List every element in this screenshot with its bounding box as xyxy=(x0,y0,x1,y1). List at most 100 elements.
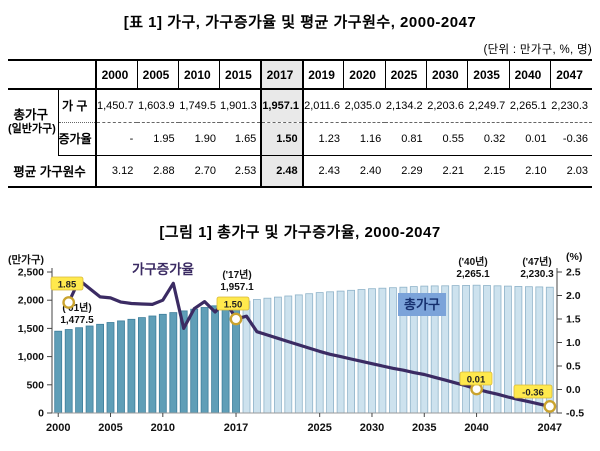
row-label-avg-size: 평균 가구원수 xyxy=(13,165,86,180)
table-cell: 1,450.7 xyxy=(94,89,138,123)
table-cell: 1,901.3 xyxy=(219,89,262,123)
table-cell: 1,749.5 xyxy=(178,89,220,123)
table-cell: 2,134.2 xyxy=(385,89,427,123)
bar-2007 xyxy=(127,318,136,414)
bar-2009 xyxy=(148,315,157,414)
table-cell: 2.21 xyxy=(442,164,464,177)
table-cell: 2.48 xyxy=(260,155,304,187)
bar-2008 xyxy=(137,317,146,414)
table-cell: 1.90 xyxy=(178,122,220,156)
x-tick-label: 2005 xyxy=(98,422,122,434)
bar-2027 xyxy=(336,290,345,414)
marker-label-bg-2001 xyxy=(50,276,84,291)
bar-2020 xyxy=(263,297,272,414)
year-header: 2010 xyxy=(178,60,220,90)
table-cell: 1,603.9 xyxy=(137,89,179,123)
year-header: 2030 xyxy=(426,60,468,90)
table-title: [표 1] 가구, 가구증가율 및 평균 가구원수, 2000-2047 xyxy=(123,14,477,31)
left-axis-unit: (만가구) xyxy=(8,253,44,266)
left-tick-label: 2,000 xyxy=(18,295,44,307)
group-label-line1: 총가구 xyxy=(13,107,48,122)
callout-year-2017: ('17년) xyxy=(222,268,251,281)
marker-2001 xyxy=(62,296,76,309)
table-cell: 1.16 xyxy=(343,122,386,156)
year-header: 2035 xyxy=(467,60,510,90)
table-cell: 1,957.1 xyxy=(260,89,304,123)
marker-label-bg-2040 xyxy=(459,371,493,386)
callout-value-2047: 2,230.3 xyxy=(520,269,554,280)
right-tick-label: 1.5 xyxy=(566,314,581,326)
year-header: 2015 xyxy=(219,60,262,90)
table-body: 총가구 (일반가구) 가 구 1,450.7 1,603.9 1,749.5 1,901.3… xyxy=(8,89,592,187)
bar-2039 xyxy=(462,285,471,414)
year-header: 2017 xyxy=(260,60,304,90)
x-tick-label: 2040 xyxy=(464,422,488,434)
bar-2004 xyxy=(96,323,104,414)
table-cell: 2.15 xyxy=(483,164,506,177)
bar-2016 xyxy=(221,303,230,414)
x-tick-label: 2047 xyxy=(538,422,562,434)
callout-value-2040: 2,265.1 xyxy=(456,269,490,280)
right-tick-label: 1.0 xyxy=(566,337,581,349)
bar-2001 xyxy=(64,329,73,414)
table-cell: 2.70 xyxy=(194,164,216,177)
table-row-avg-size: 평균 가구원수 3.12 2.88 2.70 2.53 2.48 2.43 2.40 2.29 2… xyxy=(8,155,592,187)
bar-2043 xyxy=(503,285,512,414)
bar-2031 xyxy=(378,287,387,414)
bar-2003 xyxy=(85,325,94,414)
right-axis-unit: (%) xyxy=(566,251,582,263)
bar-2029 xyxy=(357,289,366,414)
year-header: 2025 xyxy=(384,60,427,90)
marker-label-bg-2047 xyxy=(513,384,553,399)
year-header: 2019 xyxy=(302,60,344,90)
table-cell: 2,203.6 xyxy=(426,89,468,123)
bar-2000 xyxy=(54,330,63,414)
callout-value-2001: 1,477.5 xyxy=(60,315,94,326)
table-row-households: 총가구 (일반가구) 가 구 1,450.7 1,603.9 1,749.5 1,901.3… xyxy=(8,89,592,155)
year-header: 2005 xyxy=(136,60,179,90)
x-tick-label: 2025 xyxy=(307,422,331,434)
marker-label-2017: 1.50 xyxy=(224,300,243,311)
marker-label-2040: 0.01 xyxy=(467,375,486,386)
callout-year-2047: ('47년) xyxy=(522,255,551,268)
bar-2015 xyxy=(211,305,220,414)
year-header: 2047 xyxy=(550,60,592,90)
bar-2032 xyxy=(388,287,397,414)
table-cell: 1.95 xyxy=(137,122,179,156)
marker-2017 xyxy=(229,312,243,326)
table-cell: 0.32 xyxy=(467,122,510,156)
table-cell: -0.36 xyxy=(550,122,592,156)
table-header: 2000 2005 2010 2015 2017 2019 2020 2025 2030 2035… xyxy=(8,60,592,90)
table-cell: 0.81 xyxy=(385,122,427,156)
table-row-growth-rate: 증가율 -1.95 1.90 1.65 1.50 1.23 1.16 0.81 0.55 0.32… xyxy=(8,122,592,156)
legend-box xyxy=(398,293,446,316)
left-tick-label: 2,500 xyxy=(18,267,44,279)
bar-2010 xyxy=(158,313,167,414)
left-tick-label: 1,000 xyxy=(18,351,44,363)
table-cell: 2,230.3 xyxy=(550,89,592,123)
marker-label-2001: 1.85 xyxy=(58,280,77,291)
table-cell: 2.88 xyxy=(153,164,175,177)
marker-2047 xyxy=(543,399,557,413)
table-cell: 1.50 xyxy=(260,122,304,156)
right-tick-label: -0.5 xyxy=(566,408,584,420)
bar-2030 xyxy=(368,288,376,414)
row-label-households: 가 구 xyxy=(58,89,96,123)
table-cell: 2,035.0 xyxy=(343,89,386,123)
marker-label-bg-2017 xyxy=(216,296,250,311)
left-tick-label: 0 xyxy=(38,408,44,420)
table-cell: 0.55 xyxy=(426,122,468,156)
x-tick-label: 2035 xyxy=(412,422,436,434)
row-label-growth-rate: 증가율 xyxy=(58,122,96,156)
table-header-row: 2000 2005 2010 2015 2017 2019 2020 2025 2030 2035… xyxy=(8,60,592,90)
growth-rate-line xyxy=(67,278,552,408)
right-tick-label: 0.5 xyxy=(566,361,581,373)
bar-2011 xyxy=(169,312,178,414)
x-tick-label: 2017 xyxy=(224,422,248,434)
table-cell: 2.53 xyxy=(234,164,257,177)
bar-2014 xyxy=(200,307,209,414)
table-cell: 1.23 xyxy=(302,122,344,156)
table-cell: 2.43 xyxy=(318,164,340,177)
table-cell: - xyxy=(94,122,138,156)
bar-2028 xyxy=(347,289,356,414)
